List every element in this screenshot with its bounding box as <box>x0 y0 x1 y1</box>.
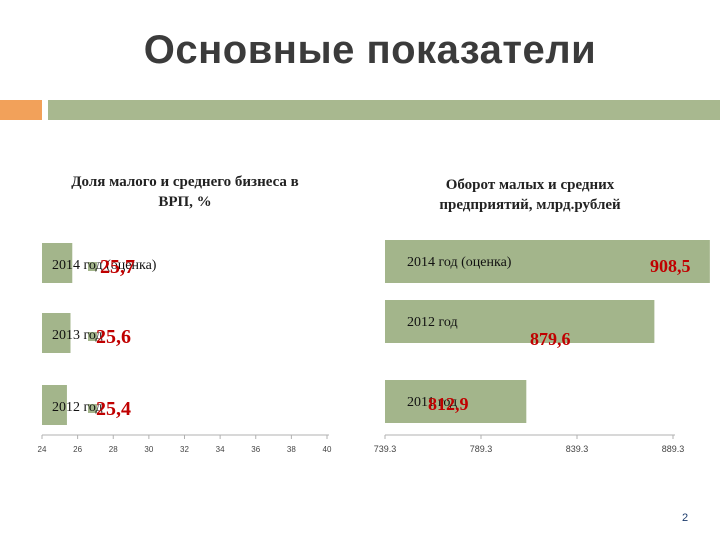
legend-swatch <box>88 262 97 271</box>
legend-swatch <box>88 332 97 341</box>
category-label: 2013 год <box>52 328 103 343</box>
slide-title: Основные показатели <box>143 28 597 72</box>
bar <box>42 313 71 353</box>
category-label: 2012 год <box>407 315 458 330</box>
chart-title-share: Доля малого и среднего бизнеса в ВРП, % <box>71 174 299 210</box>
x-tick-label: 38 <box>287 445 296 454</box>
x-tick-label: 30 <box>144 445 153 454</box>
x-tick-label: 32 <box>180 445 189 454</box>
category-label: 2012 год <box>52 400 103 415</box>
x-tick-label: 34 <box>216 445 225 454</box>
bar <box>385 300 655 343</box>
x-tick-label: 839.3 <box>566 444 589 454</box>
x-tick-label: 789.3 <box>470 444 493 454</box>
x-tick-label: 24 <box>38 445 47 454</box>
x-tick-label: 889.3 <box>662 444 685 454</box>
category-label: 2014 год (оценка) <box>407 255 512 270</box>
bar <box>385 240 710 283</box>
data-label: 25,4 <box>96 398 131 420</box>
x-tick-label: 36 <box>251 445 260 454</box>
data-label: 25,6 <box>96 326 131 348</box>
legend-swatch <box>88 404 97 413</box>
x-tick-label: 26 <box>73 445 82 454</box>
x-tick-label: 40 <box>323 445 332 454</box>
category-label: 2011 год <box>407 395 457 410</box>
data-label: 25,7 <box>100 256 135 278</box>
data-label: 879,6 <box>530 329 571 349</box>
bar <box>42 243 73 283</box>
category-label: 2014 год (оценка) <box>52 258 157 273</box>
page-number: 2 <box>682 512 689 524</box>
x-tick-label: 739.3 <box>374 444 397 454</box>
chart-title-turnover: Оборот малых и средних предприятий, млрд… <box>439 177 621 213</box>
accent-block <box>0 100 42 120</box>
bar <box>42 385 67 425</box>
bar <box>385 380 527 423</box>
accent-bar <box>48 100 720 120</box>
data-label: 812,9 <box>428 394 469 414</box>
data-label: 908,5 <box>650 256 691 276</box>
x-tick-label: 28 <box>109 445 118 454</box>
